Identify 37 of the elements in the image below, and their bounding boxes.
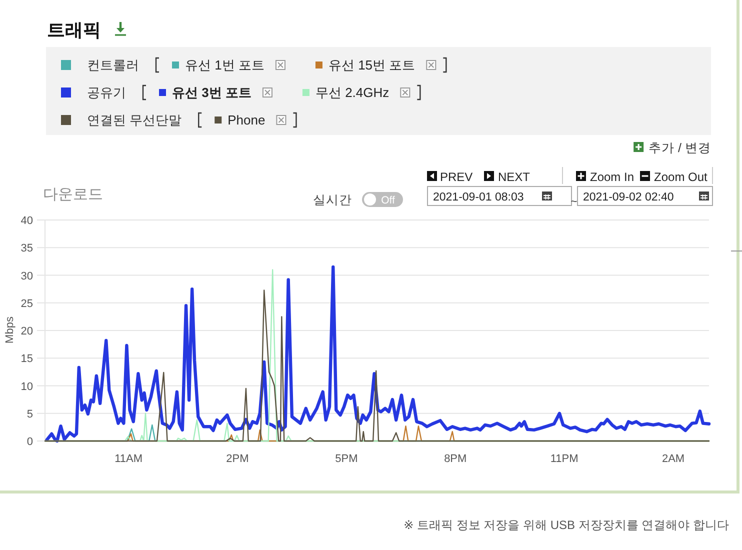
x-tick: 2AM <box>662 453 685 465</box>
legend-group: 연결된 무선단말 <box>87 112 182 128</box>
footnote: ※ 트래픽 정보 저장을 위해 USB 저장장치를 연결해야 합니다 <box>404 518 729 532</box>
realtime: 실시간 <box>313 193 352 207</box>
zoom-in: Zoom In <box>590 170 634 184</box>
x-tick: 8PM <box>444 453 467 465</box>
date-from: 2021-09-01 08:03 <box>433 192 524 204</box>
y-tick: 20 <box>20 326 33 338</box>
ylabel: Mbps <box>4 316 16 344</box>
prev: PREV <box>440 170 473 184</box>
y-tick: 40 <box>20 215 33 227</box>
y-tick: 0 <box>26 436 33 448</box>
x-tick: 11PM <box>550 453 578 465</box>
title: 트래픽 <box>47 20 101 40</box>
next: NEXT <box>498 170 530 184</box>
x-tick: 2PM <box>226 453 249 465</box>
toggle-state: Off <box>381 194 395 206</box>
legend-group: 컨트롤러 <box>87 58 139 72</box>
y-tick: 5 <box>26 408 33 420</box>
y-tick: 15 <box>20 353 33 366</box>
legend-group: 공유기 <box>87 85 126 100</box>
legend-item: 무선 2.4GHz <box>315 85 390 100</box>
x-tick: 5PM <box>335 453 358 465</box>
legend-item: 유선 3번 포트 <box>172 85 252 100</box>
legend-item: 유선 1번 포트 <box>185 58 264 72</box>
y-tick: 25 <box>20 298 33 310</box>
date-to: 2021-09-02 02:40 <box>583 192 674 204</box>
y-tick: 10 <box>20 380 33 393</box>
legend-item: 유선 15번 포트 <box>328 58 416 72</box>
legend-item: Phone <box>228 112 266 128</box>
x-tick: 11AM <box>114 453 142 465</box>
add-change: 추가 / 변경 <box>648 141 711 155</box>
zoom-out: Zoom Out <box>654 170 708 184</box>
range-sep: ~ <box>570 196 578 208</box>
y-tick: 30 <box>20 270 33 282</box>
y-tick: 35 <box>20 242 33 255</box>
subtitle: 다운로드 <box>43 186 103 203</box>
